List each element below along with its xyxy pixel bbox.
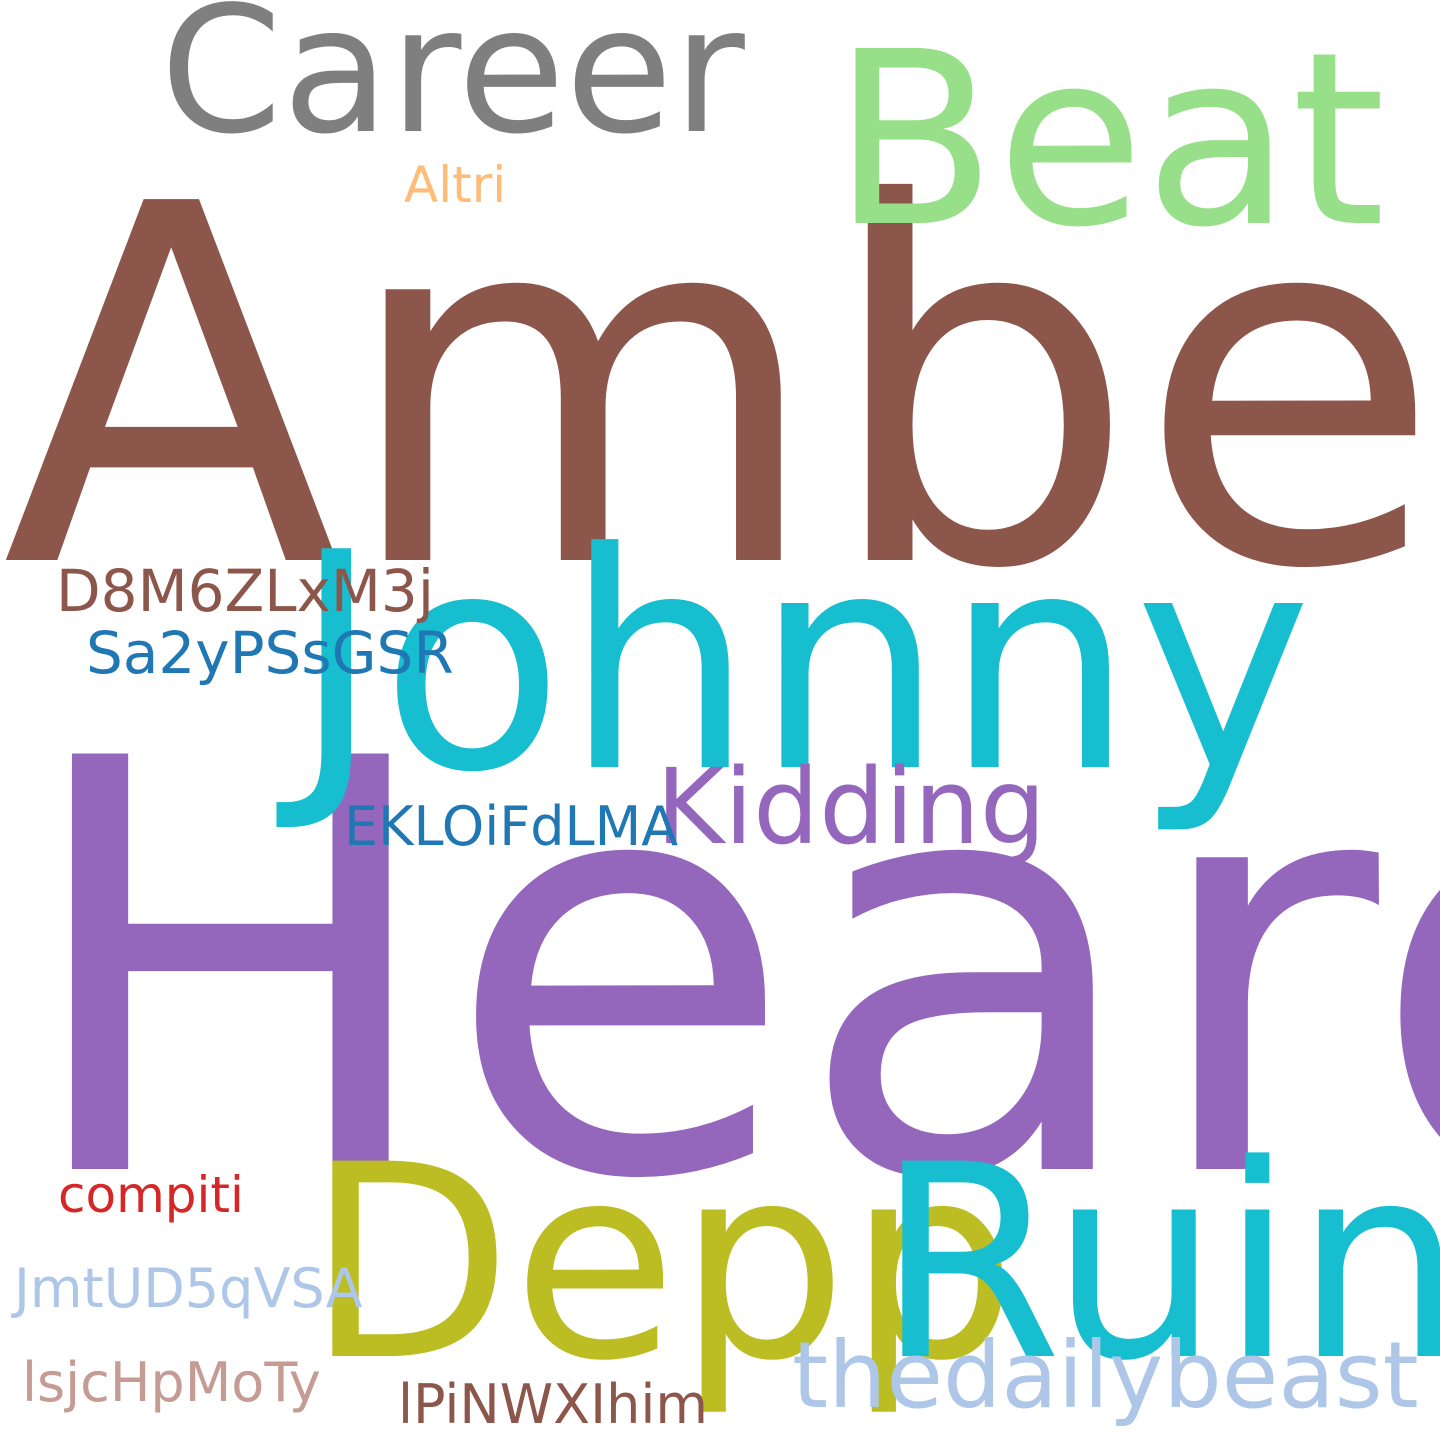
word-lpinwxihim: lPiNWXIhim	[398, 1373, 708, 1436]
word-thedailybeast: thedailybeast	[792, 1322, 1419, 1429]
word-jmtud5qvsa: JmtUD5qVSA	[14, 1257, 363, 1320]
word-beat: Beat	[832, 0, 1386, 280]
word-kidding: Kidding	[656, 746, 1046, 868]
word-compiti: compiti	[58, 1166, 244, 1224]
word-d8m6zlxm3j: D8M6ZLxM3j	[56, 557, 434, 625]
word-altri: Altri	[404, 156, 507, 214]
word-ruin: Ruin	[876, 1108, 1440, 1420]
word-depp: Depp	[306, 1108, 1018, 1420]
word-ekloifdlma: EKLOiFdLMA	[344, 795, 679, 858]
word-lsjchpmoty: lsjcHpMoTy	[22, 1351, 321, 1414]
word-amber: Amber	[2, 101, 1440, 677]
word-johnny: Johnny	[292, 489, 1312, 838]
word-sa2ypssgsr: Sa2yPSsGSR	[86, 619, 454, 687]
word-heard: Heard	[16, 641, 1440, 1304]
word-career: Career	[160, 0, 745, 173]
